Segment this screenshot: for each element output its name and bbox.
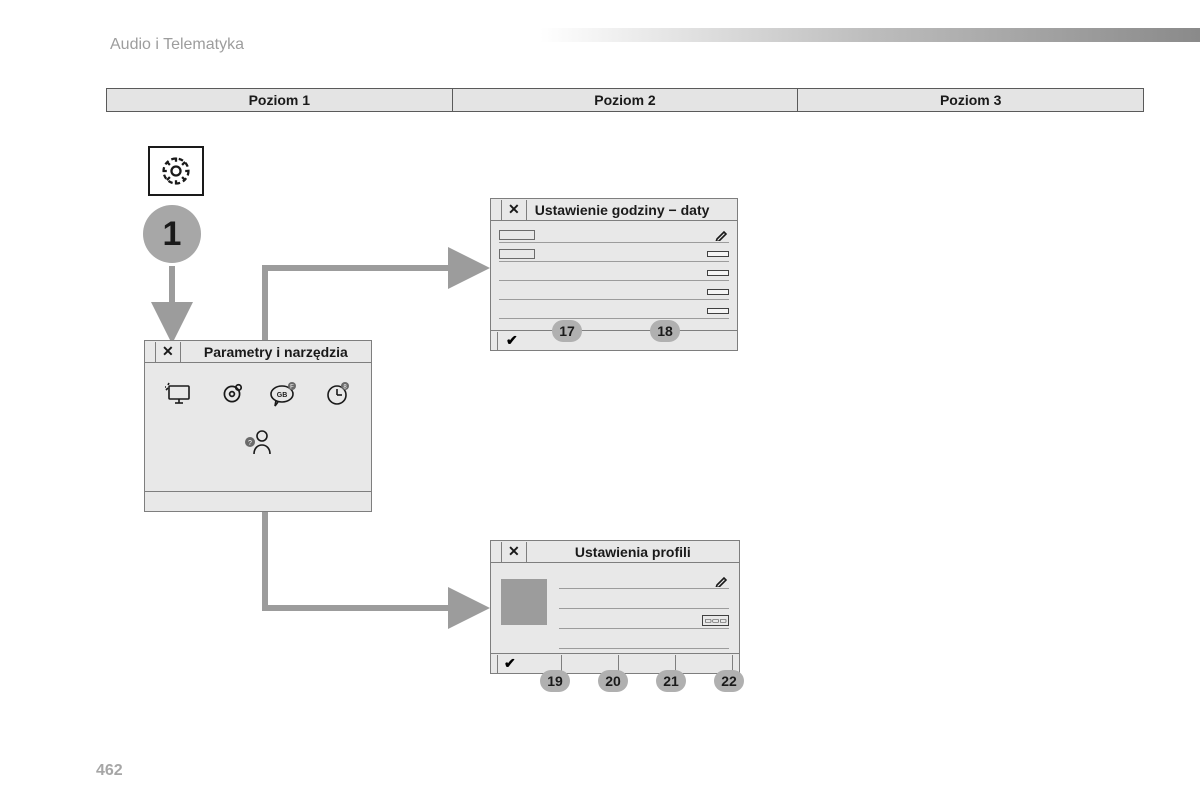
panel2-header: ✕ Ustawienie godziny − daty bbox=[491, 199, 737, 221]
panel1-footer bbox=[145, 491, 371, 511]
panel3-body: ▭▭▭ bbox=[491, 563, 739, 653]
panel-profile-settings: ✕ Ustawienia profili ▭▭▭ ✔ bbox=[490, 540, 740, 674]
svg-text:?: ? bbox=[248, 440, 252, 447]
toggle-icon[interactable] bbox=[707, 251, 729, 257]
toggle-icon[interactable] bbox=[707, 308, 729, 314]
ref-pill-20: 20 bbox=[598, 670, 628, 692]
clock-icon[interactable]: 8 bbox=[321, 379, 353, 409]
ref-pill-18: 18 bbox=[650, 320, 680, 342]
panel2-body bbox=[491, 221, 737, 330]
panel2-title: Ustawienie godziny − daty bbox=[535, 202, 710, 218]
ref-pill-21: 21 bbox=[656, 670, 686, 692]
toggle-icon[interactable] bbox=[707, 270, 729, 276]
pencil-icon[interactable] bbox=[715, 229, 729, 241]
panel1-header: ✕ Parametry i narzędzia bbox=[145, 341, 371, 363]
confirm-check-icon[interactable]: ✔ bbox=[506, 332, 518, 349]
panel3-header: ✕ Ustawienia profili bbox=[491, 541, 739, 563]
panel-parameters-tools: ✕ Parametry i narzędzia GBF 8 ? bbox=[144, 340, 372, 512]
panel2-footer: ✔ bbox=[491, 330, 737, 350]
panel-time-date: ✕ Ustawienie godziny − daty ✔ bbox=[490, 198, 738, 351]
language-bubble-icon[interactable]: GBF bbox=[268, 379, 300, 409]
svg-text:F: F bbox=[290, 385, 294, 391]
help-user-icon[interactable]: ? bbox=[242, 427, 274, 457]
svg-text:GB: GB bbox=[277, 392, 288, 399]
panel3-title: Ustawienia profili bbox=[533, 544, 733, 560]
close-icon[interactable]: ✕ bbox=[162, 343, 174, 360]
ref-pill-22: 22 bbox=[714, 670, 744, 692]
settings-gear-icon[interactable] bbox=[216, 379, 248, 409]
confirm-check-icon[interactable]: ✔ bbox=[504, 655, 516, 672]
panel1-title: Parametry i narzędzia bbox=[187, 344, 365, 360]
avatar-placeholder bbox=[501, 579, 547, 625]
toggle-icon[interactable] bbox=[707, 289, 729, 295]
close-icon[interactable]: ✕ bbox=[508, 543, 520, 560]
pencil-icon[interactable] bbox=[715, 575, 729, 587]
ref-pill-17: 17 bbox=[552, 320, 582, 342]
page-number: 462 bbox=[96, 762, 123, 780]
ref-pill-19: 19 bbox=[540, 670, 570, 692]
keyboard-icon[interactable]: ▭▭▭ bbox=[702, 615, 729, 626]
close-icon[interactable]: ✕ bbox=[508, 201, 520, 218]
monitor-icon[interactable] bbox=[163, 379, 195, 409]
